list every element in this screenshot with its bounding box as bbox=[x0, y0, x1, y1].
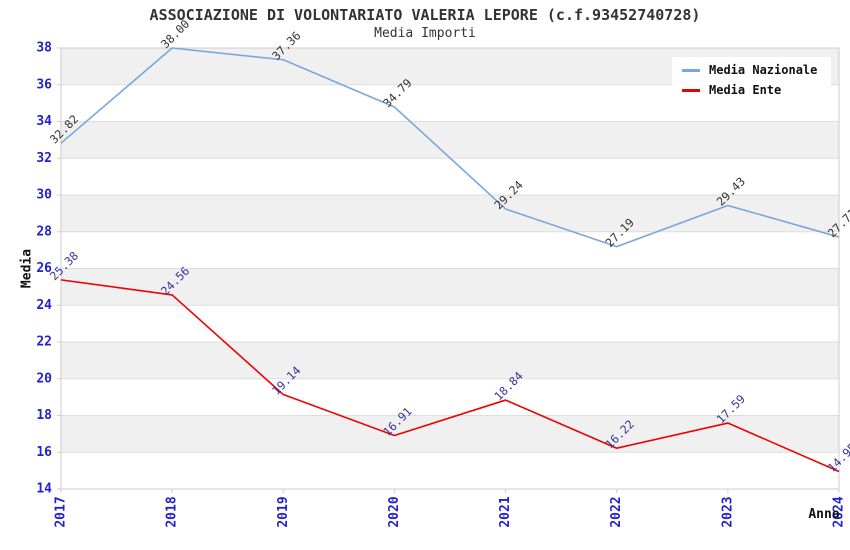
y-tick-label: 38 bbox=[36, 41, 52, 56]
y-tick-label: 18 bbox=[36, 408, 52, 423]
y-tick-label: 14 bbox=[36, 482, 52, 497]
x-tick-label: 2019 bbox=[276, 496, 291, 527]
x-tick-label: 2024 bbox=[832, 496, 847, 527]
y-tick-label: 26 bbox=[36, 261, 52, 276]
legend-swatch-red-line-icon bbox=[682, 88, 700, 92]
x-axis-title: Anno bbox=[808, 507, 839, 522]
y-tick-label: 36 bbox=[36, 77, 52, 92]
grid-band bbox=[61, 195, 839, 232]
chart-subtitle: Media Importi bbox=[374, 26, 476, 41]
series-line-media-ente bbox=[60, 279, 840, 473]
y-tick-label: 34 bbox=[36, 114, 52, 129]
y-tick-label: 32 bbox=[36, 151, 52, 166]
x-tick-label: 2018 bbox=[165, 496, 180, 527]
grid-band bbox=[61, 342, 839, 379]
y-tick-label: 30 bbox=[36, 188, 52, 203]
y-tick-label: 24 bbox=[36, 298, 52, 313]
legend-item-media-nazionale: Media Nazionale bbox=[682, 63, 823, 77]
y-tick-label: 16 bbox=[36, 445, 52, 460]
grid-band bbox=[61, 121, 839, 159]
x-tick-label: 2022 bbox=[609, 496, 624, 527]
chart-title: ASSOCIAZIONE DI VOLONTARIATO VALERIA LEP… bbox=[149, 6, 701, 24]
x-tick-label: 2017 bbox=[54, 496, 69, 527]
y-tick-label: 22 bbox=[36, 335, 52, 350]
legend-item-media-ente: Media Ente bbox=[682, 83, 823, 97]
legend-swatch-blue-line-icon bbox=[682, 68, 700, 72]
y-axis-title: Media bbox=[20, 249, 35, 288]
legend-label: Media Ente bbox=[709, 83, 782, 97]
y-tick-label: 20 bbox=[36, 371, 52, 386]
series-line-media-nazionale bbox=[60, 47, 840, 248]
x-tick-label: 2021 bbox=[498, 496, 513, 527]
chart-legend: Media Nazionale Media Ente bbox=[672, 57, 831, 103]
x-tick-label: 2023 bbox=[720, 496, 735, 527]
x-tick-label: 2020 bbox=[387, 496, 402, 527]
grid-band bbox=[61, 268, 839, 306]
grid-band bbox=[61, 415, 839, 453]
legend-label: Media Nazionale bbox=[709, 63, 818, 77]
y-tick-label: 28 bbox=[36, 224, 52, 239]
